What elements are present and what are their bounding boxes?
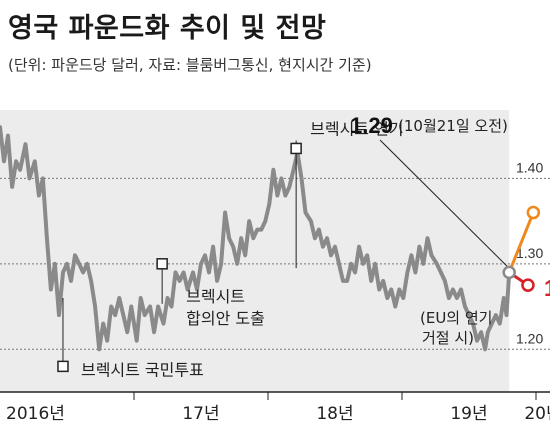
forecast-point [526,205,541,220]
forecast-note: (EU의 연기 [420,309,492,327]
annotation-label: 브렉시트 [186,287,245,306]
x-tick-label: 17년 [182,404,219,424]
y-tick-label: 1.40 [516,159,543,175]
chart-title: 영국 파운드화 추이 및 전망 [8,13,327,44]
x-tick-label: 2016년 [6,404,65,424]
current-date: (10월21일 오전) [398,117,508,135]
x-tick-label: 20년 [524,404,550,424]
forecast-label: 1.2750 [544,275,550,301]
annotation-label: 브렉시트 연기 [310,119,403,138]
y-tick-label: 1.30 [516,245,543,261]
x-tick-label: 18년 [316,404,353,424]
chart-subtitle: (단위: 파운드당 달러, 자료: 블룸버그통신, 현지시간 기준) [8,56,372,74]
annotation-marker [156,258,168,270]
annotation-label: 합의안 도출 [186,309,265,328]
series-line [0,125,512,352]
forecast-line [507,211,535,273]
y-tick-label: 1.20 [516,330,543,346]
annotation-marker [290,142,302,155]
x-axis: 2016년 17년 18년 19년 20년 [0,391,550,424]
annotation-marker [57,360,69,373]
y-tick-labels: 1.40 1.30 1.20 [516,159,543,346]
current-value: 1.29 [350,113,393,138]
forecast-note: 거절 시) [422,329,474,347]
annotation-label: 브렉시트 국민투표 [81,360,204,379]
forecast-point [521,278,535,292]
current-point [502,265,516,280]
x-tick-label: 19년 [450,404,487,424]
current-leader [379,139,508,267]
